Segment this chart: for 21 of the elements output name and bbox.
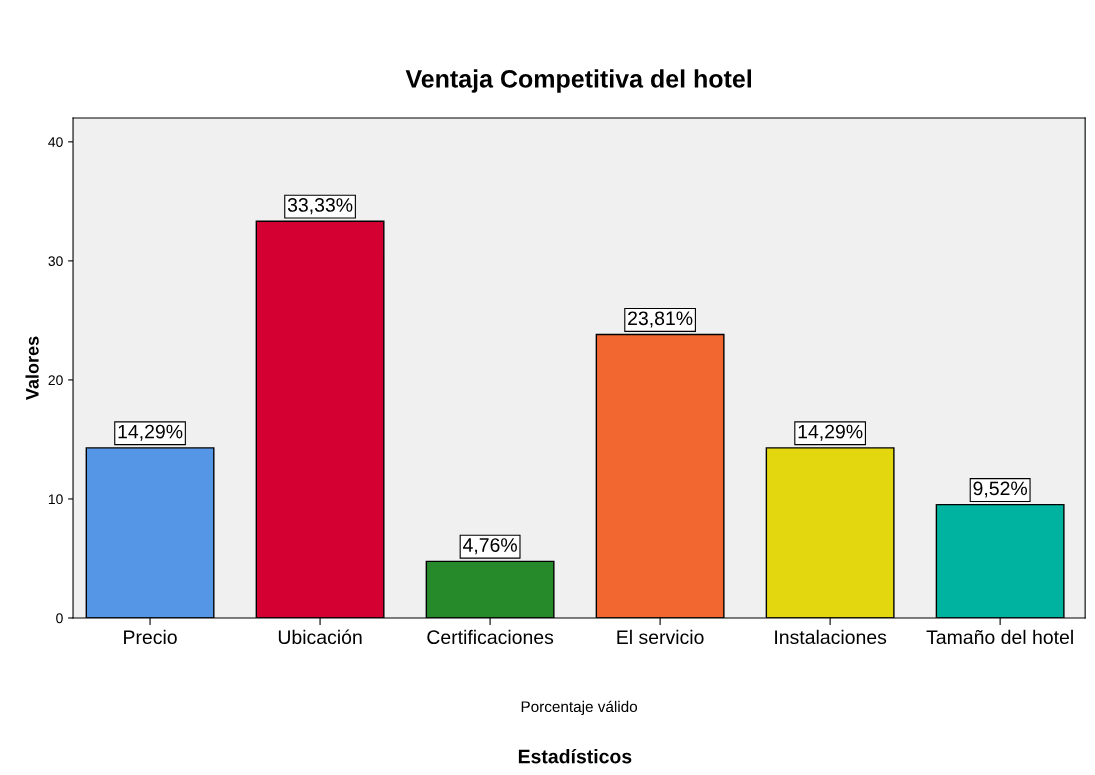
y-tick-label: 10 [48,494,63,505]
y-tick-label: 30 [48,256,63,267]
y-tick-label: 0 [56,613,63,624]
x-tick-label: El servicio [617,629,704,645]
data-label: 4,76% [462,538,517,555]
x-tick-label: Tamaño del hotel [926,629,1073,645]
data-label: 23,81% [628,311,693,328]
x-tick-label: Precio [124,629,177,645]
y-tick-label: 20 [48,375,63,386]
x-tick-label: Ubicación [278,629,362,645]
text: Estadísticos [518,748,632,764]
data-label: 33,33% [287,198,353,215]
data-label: 14,29% [118,424,183,441]
x-tick-label: Instalaciones [775,629,887,645]
x-tick-label: Certificaciones [427,629,554,645]
y-tick-label: 40 [48,137,63,148]
x-axis-title: Porcentaje válido [521,700,638,716]
y-axis-title: Valores [25,336,39,401]
chart-title: Ventaja Competitiva del hotel [405,69,751,93]
data-label: 14,29% [798,424,863,441]
data-label: 9,52% [973,481,1028,498]
